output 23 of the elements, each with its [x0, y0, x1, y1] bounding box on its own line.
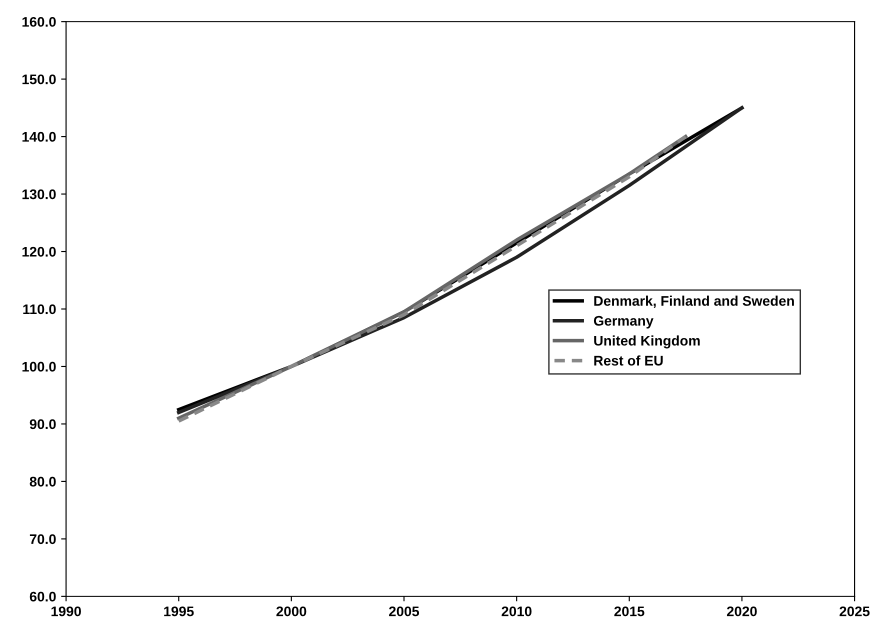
y-tick-label: 60.0 [30, 592, 56, 602]
y-tick-label: 90.0 [30, 419, 56, 430]
x-tick-label: 2000 [276, 606, 306, 616]
y-tick-label: 110.0 [23, 304, 56, 314]
legend-label: Rest of EU [594, 355, 663, 366]
x-tick-label: 2020 [726, 606, 757, 616]
legend-label: United Kingdom [594, 335, 700, 348]
y-tick-label: 140.0 [22, 132, 56, 142]
y-tick-label: 150.0 [22, 74, 56, 84]
y-tick-label: 70.0 [30, 534, 56, 544]
x-tick-label: 1995 [164, 606, 194, 616]
x-tick-label: 1990 [52, 606, 81, 616]
x-tick-label: 2005 [389, 606, 420, 616]
y-tick-label: 130.0 [22, 189, 56, 200]
y-tick-label: 80.0 [30, 476, 56, 487]
x-tick-label: 2015 [614, 606, 644, 616]
legend-label: Denmark, Finland and Sweden [594, 296, 794, 308]
y-tick-label: 100.0 [22, 362, 56, 372]
legend-label: Germany [594, 316, 654, 328]
x-tick-label: 2010 [502, 606, 532, 616]
y-tick-label: 160.0 [22, 16, 56, 27]
x-tick-label: 2025 [840, 606, 870, 616]
y-tick-label: 120.0 [22, 246, 56, 257]
